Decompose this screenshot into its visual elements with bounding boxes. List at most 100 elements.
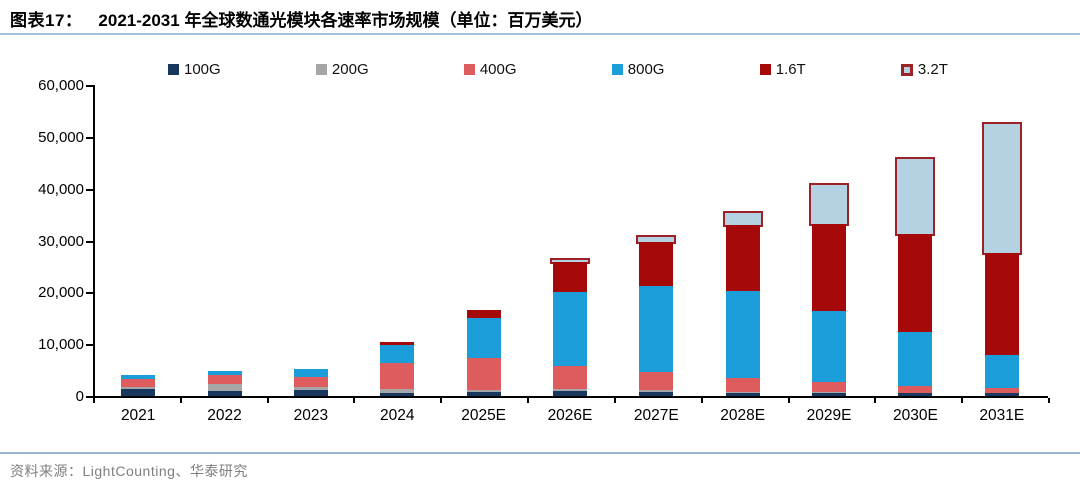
y-tick-mark (86, 344, 93, 347)
x-axis-label-2025E: 2025E (461, 407, 507, 424)
legend-swatch-800G (611, 64, 623, 75)
segment-400G (725, 377, 760, 392)
bar-2025E (440, 85, 526, 396)
footer-divider (0, 452, 1080, 454)
y-tick-label: 60,000 (38, 77, 84, 94)
figure-number: 图表17： (10, 11, 83, 30)
bar-stack (293, 369, 328, 396)
bar-2022 (181, 85, 267, 396)
title-divider (0, 33, 1080, 35)
x-axis-label-2023: 2023 (293, 407, 329, 424)
segment-100G (898, 393, 933, 396)
segment-400G (639, 371, 674, 390)
segment-200G (552, 388, 587, 392)
bar-stack (549, 258, 590, 396)
y-tick-label: 0 (75, 388, 84, 405)
segment-400G (207, 375, 242, 385)
legend-item-1.6T: 1.6T (759, 61, 806, 78)
segment-1.6T (898, 233, 933, 333)
x-axis-label-2028E: 2028E (720, 407, 766, 424)
bar-stack (895, 156, 936, 396)
legend-label: 800G (627, 61, 665, 78)
bar-stack (981, 122, 1022, 396)
x-axis-label-2031E: 2031E (979, 407, 1025, 424)
y-tick-mark (86, 85, 93, 87)
segment-800G (380, 345, 415, 364)
segment-100G (380, 392, 415, 396)
segment-800G (466, 317, 501, 358)
x-tick-mark (527, 398, 530, 403)
y-tick-label: 20,000 (38, 284, 84, 302)
legend-label: 400G (479, 61, 517, 78)
legend-label: 1.6T (775, 61, 806, 78)
segment-100G (293, 390, 328, 396)
segment-400G (552, 365, 587, 389)
segment-3.2T (981, 122, 1022, 255)
x-axis-label-2024: 2024 (380, 407, 415, 424)
segment-200G (812, 391, 847, 393)
y-axis-line (93, 85, 95, 398)
figure-title: 图表17： 2021-2031 年全球数通光模块各速率市场规模（单位：百万美元） (10, 6, 592, 31)
segment-200G (725, 391, 760, 393)
x-axis-label-2026E: 2026E (547, 407, 593, 424)
bar-stack (636, 234, 677, 396)
figure-title-text: 2021-2031 年全球数通光模块各速率市场规模（单位：百万美元） (98, 11, 593, 30)
x-axis-label-2022: 2022 (207, 407, 242, 424)
legend-item-200G: 200G (315, 61, 369, 78)
y-tick-label: 30,000 (38, 232, 84, 250)
segment-200G (984, 392, 1019, 394)
legend-item-400G: 400G (463, 61, 517, 78)
segment-800G (812, 310, 847, 383)
segment-800G (552, 292, 587, 366)
bar-stack (207, 371, 242, 396)
bar-stack (466, 310, 501, 396)
x-tick-mark (440, 398, 443, 403)
bar-stack (380, 342, 415, 396)
segment-200G (380, 389, 415, 393)
segment-1.6T (380, 342, 415, 346)
bar-2027E (613, 85, 699, 396)
x-tick-mark (787, 398, 790, 403)
segment-1.6T (812, 223, 847, 311)
y-tick-mark (86, 240, 93, 243)
segment-100G (207, 391, 242, 396)
x-axis-label-2029E: 2029E (806, 407, 852, 424)
segment-3.2T (895, 156, 936, 236)
segment-1.6T (466, 310, 501, 318)
legend-swatch-200G (315, 64, 327, 75)
segment-400G (898, 385, 933, 393)
bar-2024 (354, 85, 440, 396)
bar-2029E (786, 85, 872, 396)
source-note: 资料来源：LightCounting、华泰研究 (10, 463, 248, 479)
x-tick-mark (1048, 398, 1050, 403)
y-tick-label: 50,000 (38, 128, 84, 146)
x-axis-label-2030E: 2030E (893, 407, 938, 424)
legend-item-100G: 100G (168, 61, 221, 78)
bar-stack (121, 375, 156, 396)
y-tick-mark (86, 136, 93, 139)
segment-100G (812, 392, 847, 396)
segment-400G (466, 357, 501, 390)
bar-2021 (95, 85, 181, 396)
legend-item-3.2T: 3.2T (900, 61, 948, 78)
x-tick-mark (874, 398, 877, 403)
segment-100G (639, 391, 674, 396)
x-tick-mark (93, 398, 95, 403)
y-tick-label: 40,000 (38, 180, 84, 198)
legend-swatch-400G (463, 64, 475, 75)
segment-800G (984, 354, 1019, 388)
bars-layer (95, 85, 1045, 396)
segment-200G (898, 392, 933, 394)
y-tick-mark (86, 188, 93, 191)
segment-1.6T (639, 241, 674, 287)
segment-100G (725, 392, 760, 396)
segment-200G (207, 384, 242, 392)
x-tick-mark (179, 398, 182, 403)
legend-swatch-100G (168, 64, 179, 75)
segment-200G (466, 389, 501, 392)
bar-stack (722, 210, 763, 396)
segment-200G (121, 387, 156, 390)
bar-2026E (527, 85, 613, 396)
y-tick-mark (86, 396, 93, 398)
